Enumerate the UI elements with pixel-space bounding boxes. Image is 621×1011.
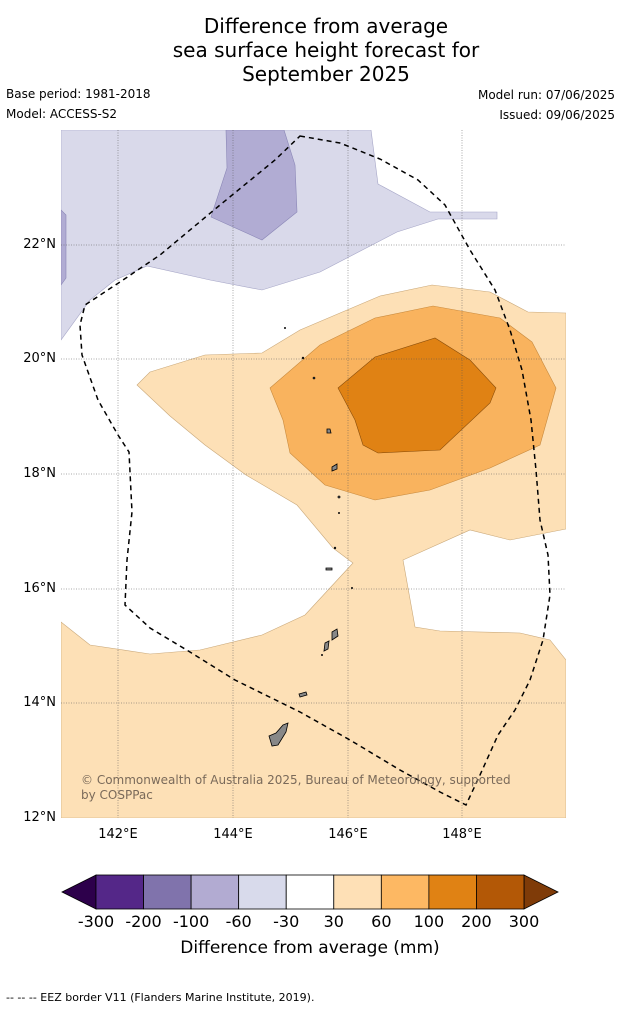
colorbar-label-9: 300 — [508, 912, 540, 931]
lat-tick-22: 22°N — [23, 237, 56, 252]
lon-tick-144: 144°E — [213, 827, 253, 842]
colorbar-swatch-7 — [428, 874, 477, 910]
pagan-island — [331, 463, 338, 472]
alamagan-island — [333, 546, 337, 550]
lat-tick-12: 12°N — [23, 810, 56, 825]
colorbar-label-6: 60 — [371, 912, 392, 931]
lat-tick-18: 18°N — [23, 466, 56, 481]
eez-border — [79, 135, 551, 807]
colorbar-swatch-1 — [143, 874, 192, 910]
colorbar-under-arrow — [61, 874, 97, 910]
contour-neg-60-100 — [210, 130, 298, 241]
asuncion-island — [337, 495, 341, 499]
colorbar-swatch-8 — [476, 874, 525, 910]
lat-tick-14: 14°N — [23, 695, 56, 710]
agrihan-island — [326, 428, 332, 434]
mariana-islands — [268, 326, 353, 747]
chart-title: Difference from average sea surface heig… — [0, 14, 621, 86]
title-line-3: September 2025 — [242, 62, 410, 86]
colorbar-swatch-5 — [333, 874, 382, 910]
aguijan-island — [320, 654, 323, 657]
colorbar-label-1: -200 — [125, 912, 162, 931]
lat-tick-20: 20°N — [23, 351, 56, 366]
colorbar-swatch-2 — [190, 874, 240, 910]
model-name: Model: ACCESS-S2 — [6, 107, 118, 121]
colorbar-label-7: 100 — [413, 912, 445, 931]
copyright-line-2: by COSPPac — [81, 788, 153, 802]
colorbar-over-arrow — [523, 874, 559, 910]
colorbar-swatch-0 — [95, 874, 144, 910]
colorbar-swatch-6 — [380, 874, 430, 910]
sea-height-map: © Commonwealth of Australia 2025, Bureau… — [61, 130, 566, 818]
base-period: Base period: 1981-2018 — [6, 87, 151, 101]
colorbar-label-3: -60 — [225, 912, 252, 931]
issued-date: Issued: 09/06/2025 — [499, 108, 615, 122]
guam-island — [268, 722, 289, 747]
eez-border-legend: -- -- -- EEZ border V11 (Flanders Marine… — [6, 991, 315, 1004]
rota-island — [298, 691, 308, 698]
lon-tick-142: 142°E — [98, 827, 138, 842]
anatahan-island — [325, 567, 333, 571]
contour-pos-100-200 — [337, 337, 497, 454]
maug-island — [312, 376, 316, 380]
model-run: Model run: 07/06/2025 — [477, 88, 615, 102]
colorbar — [61, 874, 559, 910]
colorbar-swatch-3 — [238, 874, 287, 910]
sarigan-island — [350, 587, 353, 590]
colorbar-title: Difference from average (mm) — [180, 938, 440, 958]
copyright-line-1: © Commonwealth of Australia 2025, Bureau… — [81, 773, 511, 787]
lat-tick-16: 16°N — [23, 581, 56, 596]
colorbar-label-8: 200 — [461, 912, 492, 931]
colorbar-label-2: -100 — [172, 912, 210, 931]
saipan-island — [331, 628, 339, 641]
guguan-island — [337, 512, 340, 515]
tinian-island — [323, 640, 330, 652]
contour-neg-30-60 — [61, 130, 498, 341]
title-line-1: Difference from average — [203, 14, 449, 38]
contour-neg-30-60-edge — [61, 209, 67, 286]
uracas-island — [283, 326, 286, 329]
lon-tick-148: 148°E — [442, 827, 482, 842]
colorbar-label-0: -300 — [77, 912, 115, 931]
lon-tick-146: 146°E — [328, 827, 368, 842]
map-gridlines — [61, 130, 566, 818]
colorbar-swatch-4 — [285, 874, 335, 910]
colorbar-label-4: -30 — [273, 912, 300, 931]
colorbar-label-5: 30 — [323, 912, 344, 931]
farallon-island — [301, 356, 305, 360]
title-line-2: sea surface height forecast for — [172, 38, 480, 62]
